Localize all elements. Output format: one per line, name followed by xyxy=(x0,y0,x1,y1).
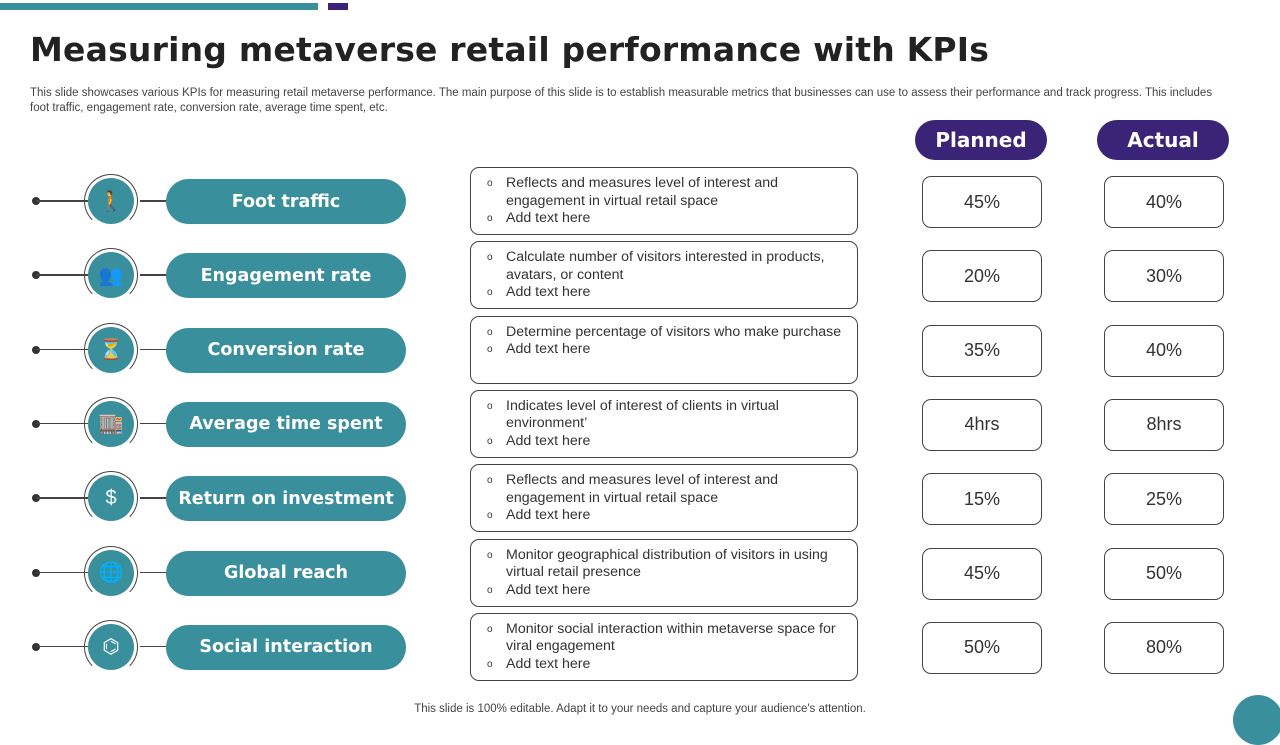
kpi-description: Monitor geographical distribution of vis… xyxy=(470,538,858,607)
actual-value: 40% xyxy=(1104,324,1224,377)
kpi-name: Global reach xyxy=(166,550,406,596)
dollar-cycle-icon: $ xyxy=(88,475,134,522)
kpi-name: Foot traffic xyxy=(166,179,406,224)
icon-ring xyxy=(84,619,138,674)
description-bullet: Add text here xyxy=(487,341,847,359)
kpi-name: Conversion rate xyxy=(166,327,406,373)
connector-line xyxy=(36,422,88,425)
icon-ring xyxy=(84,322,138,377)
description-bullet: Monitor geographical distribution of vis… xyxy=(487,547,847,582)
description-bullet: Add text here xyxy=(487,507,847,525)
footer-note: This slide is 100% editable. Adapt it to… xyxy=(414,703,866,715)
planned-value: 4hrs xyxy=(922,398,1042,451)
funnel-icon: ⏳ xyxy=(88,326,134,373)
actual-value: 50% xyxy=(1104,547,1224,600)
planned-value: 50% xyxy=(922,621,1042,674)
kpi-name: Average time spent xyxy=(166,401,406,447)
description-bullet: Calculate number of visitors interested … xyxy=(487,249,847,284)
icon-ring xyxy=(84,545,138,600)
connector-line xyxy=(36,571,88,573)
store-clock-icon: 🏬 xyxy=(88,400,134,447)
description-bullet: Monitor social interaction within metave… xyxy=(487,621,847,656)
kpi-row: 🏬 Average time spent Indicates level of … xyxy=(0,389,1280,459)
page-subtitle: This slide showcases various KPIs for me… xyxy=(30,87,1213,114)
planned-value: 20% xyxy=(922,250,1042,303)
kpi-row: 🌐 Global reach Monitor geographical dist… xyxy=(0,538,1280,608)
description-bullet: Add text here xyxy=(487,433,847,451)
description-bullet: Determine percentage of visitors who mak… xyxy=(487,324,847,342)
planned-value: 15% xyxy=(922,473,1042,526)
description-bullet: Reflects and measures level of interest … xyxy=(487,175,847,210)
actual-value: 30% xyxy=(1104,250,1224,303)
kpi-row: 🚶 Foot traffic Reflects and measures lev… xyxy=(0,166,1280,236)
planned-value: 35% xyxy=(922,324,1042,377)
actual-value: 40% xyxy=(1104,176,1224,228)
kpi-row: 👥 Engagement rate Calculate number of vi… xyxy=(0,240,1280,310)
page-title: Measuring metaverse retail performance w… xyxy=(30,30,990,69)
kpi-name: Social interaction xyxy=(166,624,406,670)
walking-person-icon: 🚶 xyxy=(88,178,134,224)
icon-ring xyxy=(84,248,138,303)
planned-header: Planned xyxy=(915,120,1047,160)
actual-value: 8hrs xyxy=(1104,398,1224,451)
icon-ring xyxy=(84,396,138,451)
connector-line xyxy=(36,348,88,351)
planned-value: 45% xyxy=(922,547,1042,600)
connector-line xyxy=(140,274,168,276)
connector-line xyxy=(140,497,168,499)
actual-value: 25% xyxy=(1104,473,1224,526)
kpi-description: Indicates level of interest of clients i… xyxy=(470,389,858,458)
planned-value: 45% xyxy=(922,176,1042,228)
kpi-row: $ Return on investment Reflects and meas… xyxy=(0,463,1280,533)
connector-line xyxy=(36,645,88,648)
connector-line xyxy=(140,200,168,202)
connector-line xyxy=(140,571,168,573)
connector-line xyxy=(140,348,168,351)
connector-line xyxy=(36,274,88,276)
people-group-icon: 👥 xyxy=(88,252,134,299)
icon-ring xyxy=(84,471,138,526)
description-bullet: Add text here xyxy=(487,284,847,302)
actual-header: Actual xyxy=(1097,120,1229,160)
description-bullet: Add text here xyxy=(487,210,847,228)
description-bullet: Add text here xyxy=(487,656,847,674)
corner-decoration xyxy=(1233,695,1280,745)
kpi-description: Monitor social interaction within metave… xyxy=(470,612,858,681)
globe-icon: 🌐 xyxy=(88,549,134,596)
description-bullet: Reflects and measures level of interest … xyxy=(487,472,847,507)
kpi-description: Reflects and measures level of interest … xyxy=(470,167,858,235)
top-accent-bar-teal xyxy=(0,3,318,10)
kpi-description: Determine percentage of visitors who mak… xyxy=(470,315,858,384)
description-bullet: Indicates level of interest of clients i… xyxy=(487,398,847,433)
connector-line xyxy=(140,422,168,425)
connector-line xyxy=(36,497,88,499)
kpi-name: Engagement rate xyxy=(166,253,406,299)
actual-value: 80% xyxy=(1104,621,1224,674)
description-bullet: Add text here xyxy=(487,582,847,600)
kpi-row: ⏳ Conversion rate Determine percentage o… xyxy=(0,315,1280,385)
kpi-description: Reflects and measures level of interest … xyxy=(470,464,858,533)
top-accent-bar-purple xyxy=(328,3,348,10)
icon-ring xyxy=(84,174,138,228)
kpi-name: Return on investment xyxy=(166,476,406,522)
kpi-description: Calculate number of visitors interested … xyxy=(470,241,858,310)
kpi-row: ⌬ Social interaction Monitor social inte… xyxy=(0,612,1280,682)
connector-line xyxy=(36,200,88,202)
connector-line xyxy=(140,645,168,648)
network-icon: ⌬ xyxy=(88,623,134,670)
